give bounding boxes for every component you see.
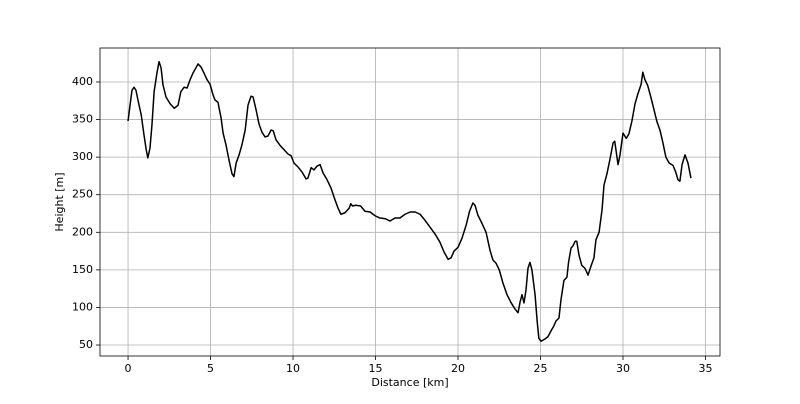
y-tick-label: 150 [72,263,93,276]
y-axis-label: Height [m] [53,172,66,231]
x-tick-label: 20 [451,362,465,375]
x-axis-label: Distance [km] [371,376,448,389]
x-tick-label: 15 [369,362,383,375]
y-tick-label: 50 [79,338,93,351]
y-tick-label: 300 [72,150,93,163]
x-tick-label: 0 [125,362,132,375]
x-tick-label: 35 [698,362,712,375]
plot-frame [99,47,721,357]
y-tick-label: 250 [72,188,93,201]
x-tick-label: 25 [534,362,548,375]
x-tick-label: 30 [616,362,630,375]
y-tick-label: 400 [72,75,93,88]
x-tick-label: 5 [207,362,214,375]
line [127,60,692,343]
y-tick-label: 200 [72,225,93,238]
y-tick-label: 350 [72,113,93,126]
y-tick-label: 100 [72,300,93,313]
x-tick-label: 10 [286,362,300,375]
